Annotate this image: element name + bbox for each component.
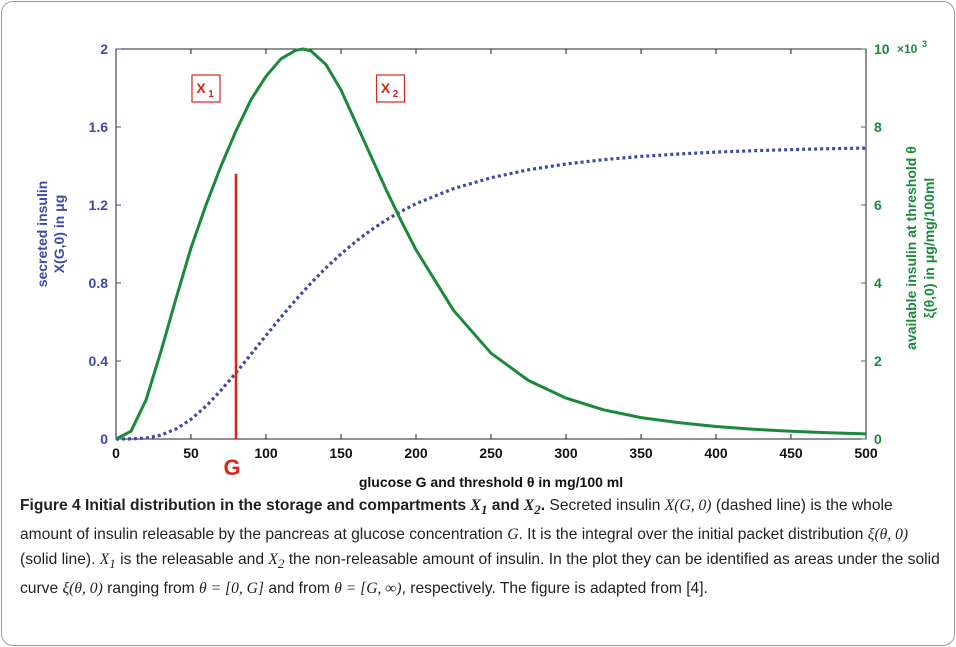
x-tick-label: 450 <box>779 445 803 461</box>
x-tick-label: 0 <box>112 445 120 461</box>
right-y-tick-label: 4 <box>874 275 882 291</box>
left-axis-label-line2: X(G,0) in μg <box>51 195 67 274</box>
caption-body: Secreted insulin X(G, 0) (dashed line) i… <box>20 497 940 598</box>
x-tick-label: 300 <box>554 445 578 461</box>
x-tick-label: 400 <box>704 445 728 461</box>
x2-area-label-box <box>375 74 406 103</box>
left-y-tick-label: 2 <box>100 41 108 57</box>
x-tick-label: 200 <box>404 445 428 461</box>
right-axis-multiplier: ×10 <box>897 42 918 56</box>
x-tick-label: 500 <box>854 445 878 461</box>
x-tick-label: 350 <box>629 445 653 461</box>
x2-area-label-subscript: 2 <box>393 89 399 100</box>
caption-lead: Figure 4 Initial distribution in the sto… <box>20 497 546 518</box>
x-tick-label: 250 <box>479 445 503 461</box>
x1-area-label-box <box>191 74 221 103</box>
glucose-marker-label: G <box>223 455 240 480</box>
x-tick-label: 150 <box>329 445 353 461</box>
figure-caption: Figure 4 Initial distribution in the sto… <box>20 493 940 601</box>
right-axis-label-line2: ξ(θ,0) in μg/mg/100ml <box>921 178 937 319</box>
right-y-tick-label: 6 <box>874 197 882 213</box>
right-y-tick-label: 0 <box>874 431 882 447</box>
left-y-tick-label: 0.8 <box>89 275 109 291</box>
x-axis-label: glucose G and threshold θ in mg/100 ml <box>359 474 623 490</box>
right-axis-multiplier-exponent: 3 <box>922 39 927 49</box>
x-tick-label: 100 <box>254 445 278 461</box>
x1-area-label-subscript: 1 <box>208 89 214 100</box>
x1-area-label: X <box>196 80 206 96</box>
left-y-tick-label: 1.6 <box>89 119 109 135</box>
available-insulin-solid-line <box>115 47 867 441</box>
right-y-tick-label: 2 <box>874 353 882 369</box>
dual-axis-line-chart: 0 50 100 150 200 250 300 350 400 450 50000.40.81.2… <box>34 39 937 490</box>
right-y-tick-label: 10 <box>874 41 890 57</box>
right-axis-label-line1: available insulin at threshold θ <box>903 146 919 350</box>
left-y-tick-label: 0 <box>100 431 108 447</box>
right-y-tick-label: 8 <box>874 119 882 135</box>
left-y-tick-label: 0.4 <box>89 353 109 369</box>
x-tick-label: 50 <box>183 445 199 461</box>
secreted-insulin-dashed-line <box>115 146 867 441</box>
x2-area-label: X <box>381 80 391 96</box>
left-y-tick-label: 1.2 <box>89 197 109 213</box>
left-axis-label-line1: secreted insulin <box>34 181 50 288</box>
